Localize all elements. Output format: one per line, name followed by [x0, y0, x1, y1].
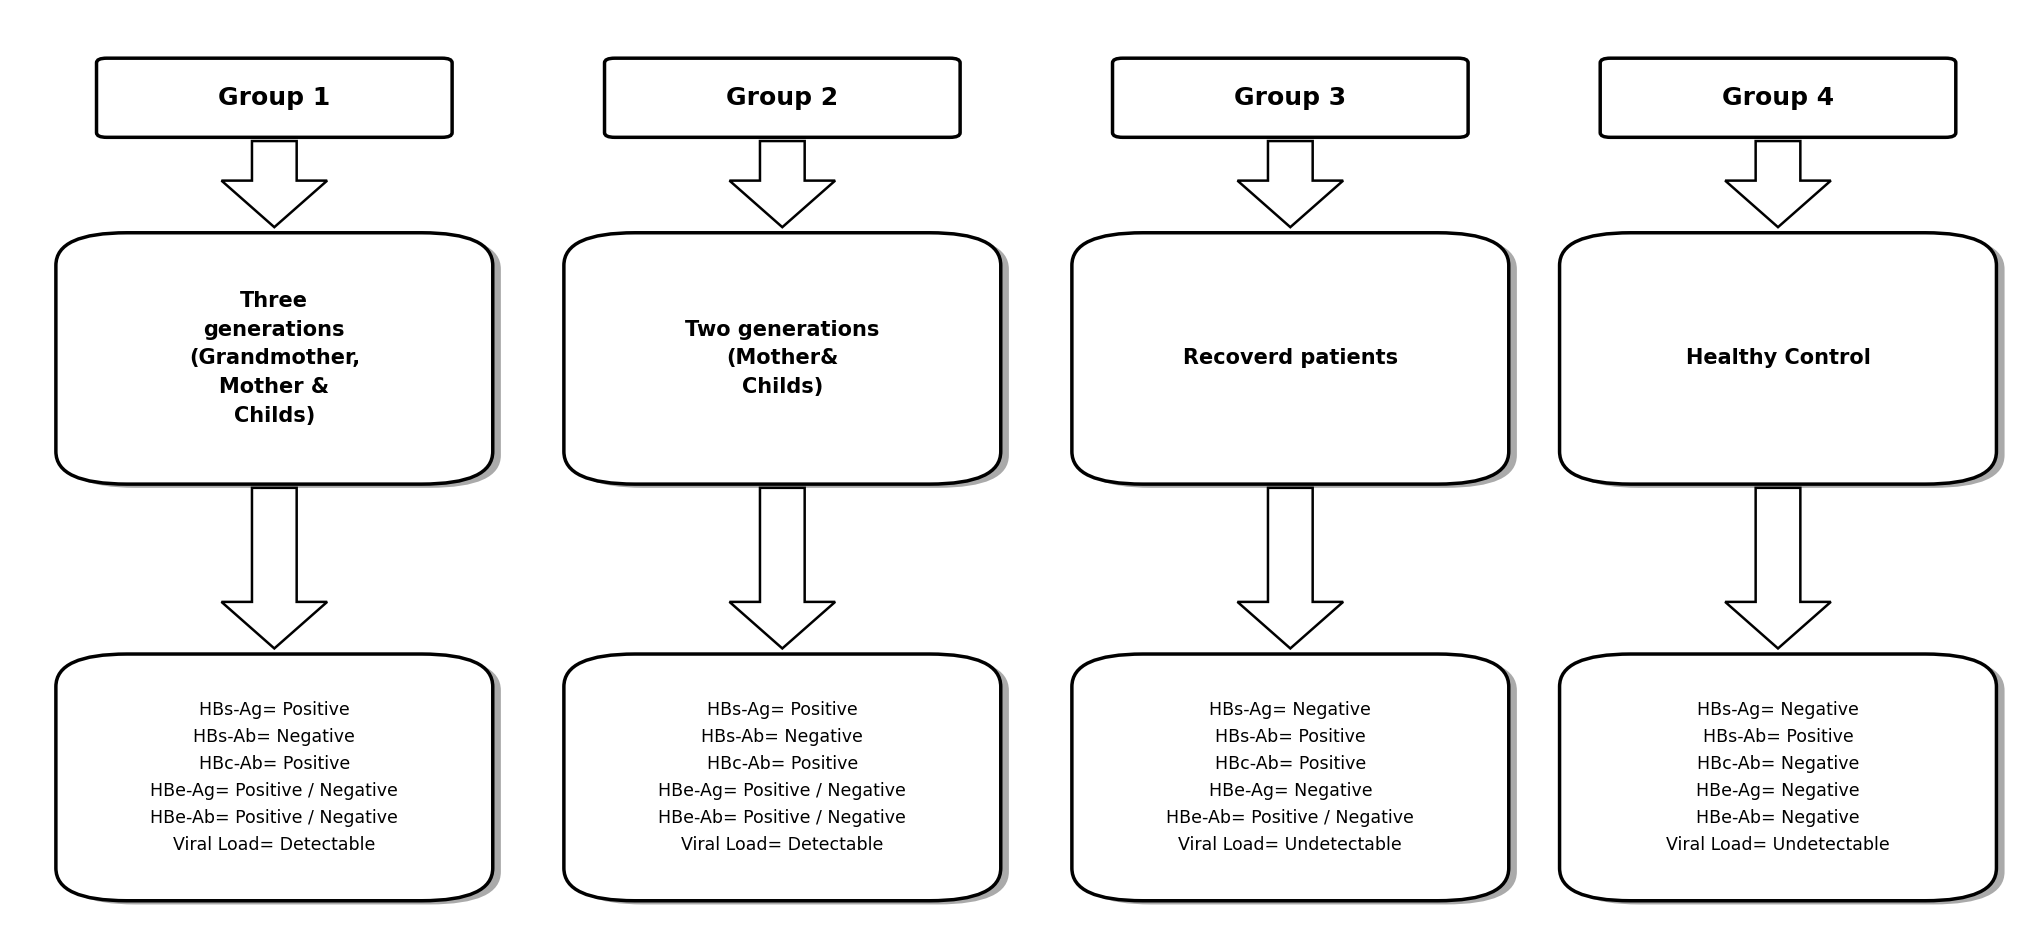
Text: HBs-Ag= Negative
HBs-Ab= Positive
HBc-Ab= Negative
HBe-Ag= Negative
HBe-Ab= Nega: HBs-Ag= Negative HBs-Ab= Positive HBc-Ab…	[1666, 701, 1890, 854]
Polygon shape	[729, 141, 835, 227]
Text: HBs-Ag= Positive
HBs-Ab= Negative
HBc-Ab= Positive
HBe-Ag= Positive / Negative
H: HBs-Ag= Positive HBs-Ab= Negative HBc-Ab…	[150, 701, 398, 854]
Text: Group 4: Group 4	[1721, 86, 1835, 110]
FancyBboxPatch shape	[57, 654, 492, 901]
FancyBboxPatch shape	[573, 657, 1010, 905]
Polygon shape	[1237, 488, 1343, 648]
FancyBboxPatch shape	[1569, 236, 2004, 488]
Text: Healthy Control: Healthy Control	[1687, 348, 1869, 369]
Polygon shape	[1725, 488, 1831, 648]
FancyBboxPatch shape	[65, 236, 500, 488]
Text: Group 2: Group 2	[725, 86, 839, 110]
FancyBboxPatch shape	[606, 58, 959, 137]
FancyBboxPatch shape	[573, 236, 1010, 488]
Text: Recoverd patients: Recoverd patients	[1183, 348, 1398, 369]
Text: HBs-Ag= Negative
HBs-Ab= Positive
HBc-Ab= Positive
HBe-Ag= Negative
HBe-Ab= Posi: HBs-Ag= Negative HBs-Ab= Positive HBc-Ab…	[1166, 701, 1414, 854]
FancyBboxPatch shape	[1569, 657, 2004, 905]
Text: Three
generations
(Grandmother,
Mother &
Childs): Three generations (Grandmother, Mother &…	[189, 290, 360, 426]
FancyBboxPatch shape	[57, 233, 492, 484]
Polygon shape	[729, 488, 835, 648]
Polygon shape	[1725, 141, 1831, 227]
FancyBboxPatch shape	[1114, 58, 1467, 137]
FancyBboxPatch shape	[1601, 58, 1955, 137]
Polygon shape	[221, 141, 327, 227]
FancyBboxPatch shape	[563, 233, 1002, 484]
Polygon shape	[221, 488, 327, 648]
Text: HBs-Ag= Positive
HBs-Ab= Negative
HBc-Ab= Positive
HBe-Ag= Positive / Negative
H: HBs-Ag= Positive HBs-Ab= Negative HBc-Ab…	[658, 701, 906, 854]
Text: Two generations
(Mother&
Childs): Two generations (Mother& Childs)	[685, 319, 880, 398]
FancyBboxPatch shape	[1561, 654, 1995, 901]
FancyBboxPatch shape	[1561, 233, 1995, 484]
FancyBboxPatch shape	[1073, 654, 1508, 901]
FancyBboxPatch shape	[98, 58, 451, 137]
FancyBboxPatch shape	[1073, 233, 1508, 484]
Text: Group 1: Group 1	[217, 86, 331, 110]
FancyBboxPatch shape	[1081, 236, 1516, 488]
Text: Group 3: Group 3	[1233, 86, 1347, 110]
FancyBboxPatch shape	[563, 654, 1002, 901]
FancyBboxPatch shape	[65, 657, 500, 905]
FancyBboxPatch shape	[1081, 657, 1516, 905]
Polygon shape	[1237, 141, 1343, 227]
